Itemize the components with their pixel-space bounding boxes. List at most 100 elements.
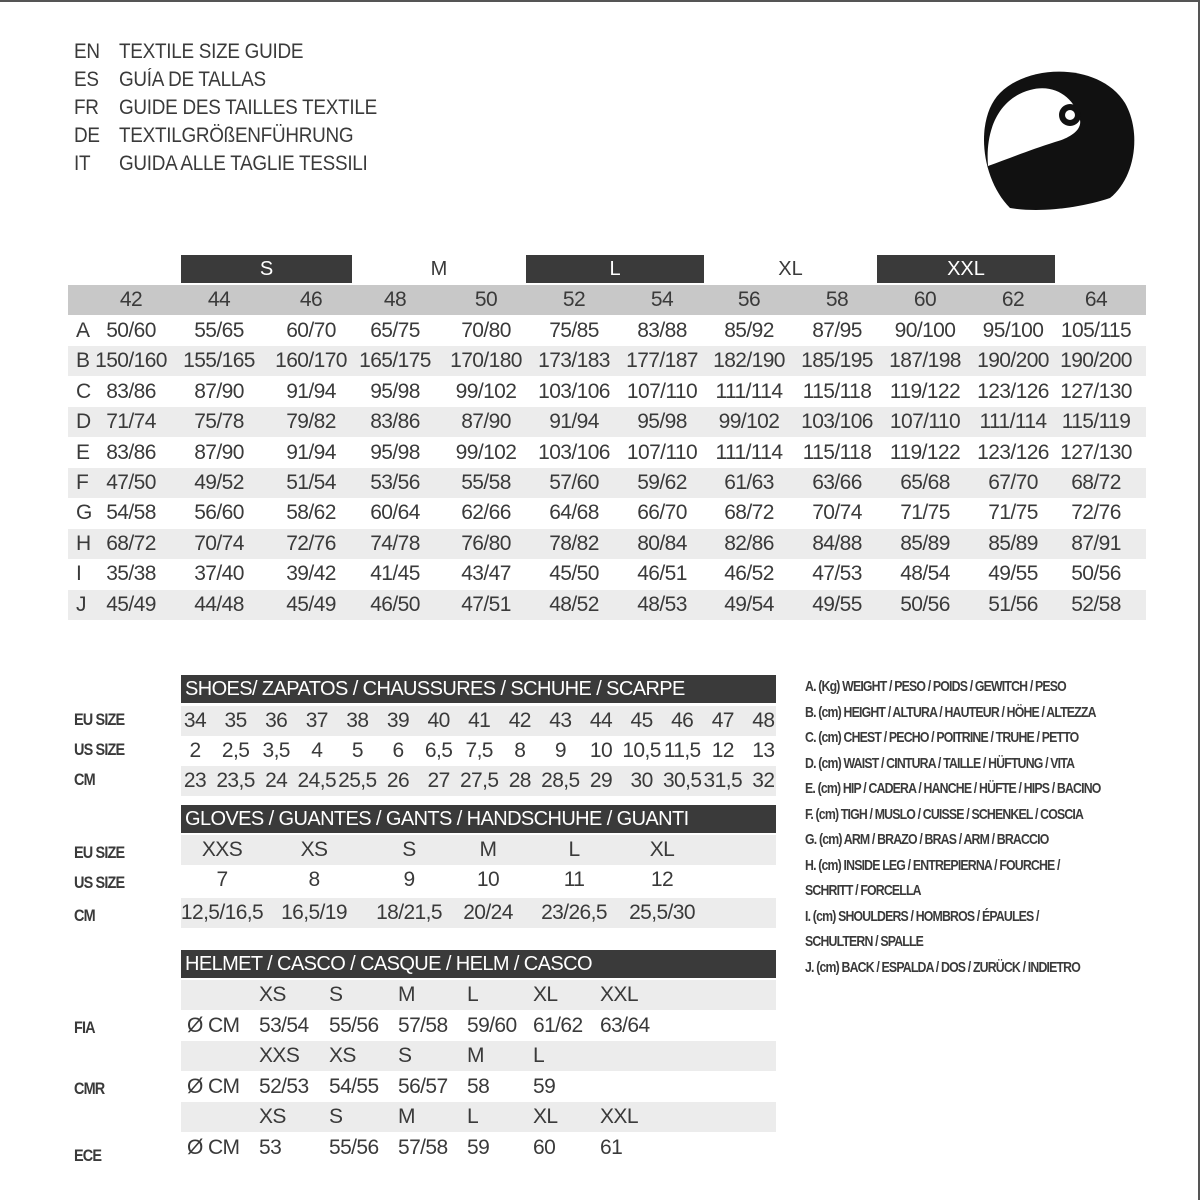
table-cell: 47/50 [106,471,156,494]
table-cell: 84/88 [812,531,862,555]
lang-code: IT [74,152,91,175]
table-cell: 173/183 [538,349,610,373]
size-band-s: S [181,255,352,283]
table-row: 23 23,5 24 24,5 25,5 26 27 27,5 28 28,5 29 30 30,5 31… [181,766,776,796]
table-cell: 37 [305,709,329,732]
table-cell: 9 [554,739,567,762]
helmet-size: XXL [600,1105,639,1128]
title-block: EN TEXTILE SIZE GUIDE ES GUÍA DE TALLAS FR… [74,40,411,180]
table-cell: 4 [311,739,323,762]
table-cell: 127/130 [1060,440,1132,464]
table-cell: 111/114 [979,410,1047,434]
helmet-value: 57/58 [398,1014,448,1037]
table-cell: 28 [508,769,532,792]
table-cell: L [568,838,580,861]
table-cell: 23,5 [216,769,255,792]
table-cell: 95/98 [637,410,687,434]
table-cell: 170/180 [450,349,522,373]
helmet-size: S [329,983,343,1006]
table-row: F 47/50 49/52 51/54 53/56 55/58 57/60 59/62 61/6… [68,468,1146,498]
table-cell: 2 [189,739,201,762]
helmet-size: S [398,1044,412,1067]
size-number: 52 [562,288,586,311]
table-cell: 48/53 [637,592,687,616]
table-cell: 45/49 [286,592,336,616]
lang-code: DE [74,124,100,147]
table-cell: 26 [386,769,410,792]
helmet-value: 53 [259,1136,282,1159]
table-row: G 54/58 56/60 58/62 60/64 62/66 64/68 66/70 68/7… [68,498,1146,528]
shoes-header: SHOES/ ZAPATOS / CHAUSSURES / SCHUHE / S… [181,675,776,703]
table-cell: 10 [476,868,500,891]
table-cell: 12 [711,739,735,762]
table-cell: 10 [589,739,613,762]
table-cell: S [402,838,416,861]
table-cell: 79/82 [286,410,336,434]
helmet-size-row: XXS XS S M L [181,1041,776,1071]
table-cell: 54/58 [106,501,156,525]
title-it: IT GUIDA ALLE TAGLIE TESSILI [74,152,377,180]
table-row: H 68/72 70/74 72/76 74/78 76/80 78/82 80/84 82/8… [68,528,1146,559]
table-cell: 190/200 [977,349,1049,373]
table-cell: 78/82 [549,531,599,555]
helmet-value: 53/54 [259,1014,309,1037]
table-cell: 67/70 [988,471,1038,494]
table-cell: 49/55 [988,562,1038,586]
helmet-value: 52/53 [259,1075,309,1098]
helmet-value: 57/58 [398,1136,448,1159]
table-cell: 75/78 [194,410,244,434]
lang-code: EN [74,40,100,63]
helmet-value: 61 [600,1136,623,1159]
table-cell: 45/50 [549,562,599,586]
table-cell: 8 [514,739,526,762]
table-cell: 103/106 [538,379,610,403]
table-cell: 111/114 [715,440,783,464]
table-cell: 99/102 [455,379,517,403]
table-cell: 185/195 [801,349,873,373]
table-cell: 91/94 [286,379,336,403]
table-cell: 160/170 [275,349,347,373]
table-cell: 31,5 [703,769,743,792]
table-cell: 105/115 [1060,319,1132,342]
size-number: 50 [474,288,498,311]
table-cell: 115/119 [1061,410,1131,434]
table-cell: 9 [403,868,415,891]
size-number: 62 [1001,288,1025,311]
table-row: 12,5/16,5 16,5/19 18/21,5 20/24 23/26,5 25,5/… [181,898,776,928]
table-cell: 11,5 [663,739,702,762]
table-cell: 57/60 [549,471,599,494]
standard-label: CMR [74,1079,105,1098]
title-fr: FR GUIDE DES TAILLES TEXTILE [74,96,377,124]
table-cell: 83/88 [637,319,687,342]
table-cell: 177/187 [626,349,698,373]
row-label: CM [74,906,96,925]
size-number: 44 [207,288,231,311]
row-label: US SIZE [74,873,125,892]
table-cell: 60/64 [370,501,420,525]
table-row: I 35/38 37/40 39/42 41/45 43/47 45/50 46/51 46/5… [68,559,1146,589]
table-cell: 46/52 [724,562,774,586]
title-text: GUIDA ALLE TAGLIE TESSILI [119,152,368,175]
table-row: 7 8 9 10 11 12 [181,865,776,895]
table-cell: 2,5 [221,739,250,762]
table-cell: 48/52 [549,592,599,616]
table-cell: 49/52 [194,471,244,494]
table-cell: 95/98 [370,379,420,403]
table-cell: 71/75 [988,501,1038,525]
table-cell: 85/89 [988,531,1038,555]
table-cell: 27,5 [459,769,499,792]
table-row: A 50/60 55/65 60/70 65/75 70/80 75/85 83/88 85/9… [68,316,1146,346]
helmet-size: XL [533,1105,558,1128]
unit-label: Ø CM [187,1075,240,1098]
helmet-header: HELMET / CASCO / CASQUE / HELM / CASCO [181,950,776,978]
table-cell: 50/56 [1071,562,1121,586]
table-cell: 46/51 [637,562,687,586]
legend-item: B. (cm) HEIGHT / ALTURA / HAUTEUR / HÖHE… [805,703,1096,721]
table-cell: 107/110 [889,410,961,434]
table-cell: 36 [265,709,288,732]
legend-item: SCHRITT / FORCELLA [805,882,922,899]
table-cell: 65/68 [900,471,950,494]
size-number: 64 [1084,288,1108,311]
table-row: C 83/86 87/90 91/94 95/98 99/102 103/106 107/11… [68,377,1146,407]
